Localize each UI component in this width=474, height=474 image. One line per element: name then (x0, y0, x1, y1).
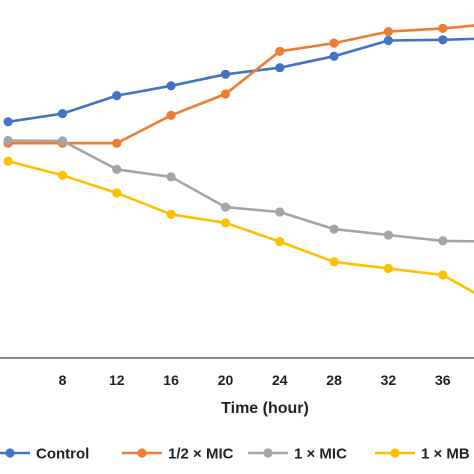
legend-swatch-marker (390, 448, 400, 458)
data-point (166, 81, 176, 91)
series-line (7, 159, 474, 295)
series-1 (3, 23, 474, 148)
data-point (112, 188, 122, 198)
data-point (220, 202, 231, 212)
legend-swatch-marker (5, 448, 15, 458)
data-point (438, 23, 448, 33)
legend-item: 1 × MB (375, 446, 470, 463)
data-point (275, 63, 285, 73)
data-point (220, 89, 231, 99)
data-point (220, 69, 231, 79)
legend-swatch-marker (263, 448, 273, 458)
legend-item: 1/2 × MIC (122, 446, 234, 463)
data-point (3, 156, 13, 166)
data-point (112, 138, 122, 148)
data-point (329, 51, 339, 61)
series-3 (3, 156, 474, 295)
data-point (220, 218, 231, 228)
data-point (166, 209, 176, 219)
series-layer (3, 23, 474, 295)
data-point (275, 237, 285, 247)
data-point (438, 236, 448, 246)
data-point (57, 136, 68, 146)
x-tick-labels: 8 12 16 20 24 28 32 36 (59, 372, 451, 388)
data-point (438, 35, 448, 45)
legend-label: 1 × MIC (294, 446, 347, 463)
data-point (275, 46, 285, 56)
x-tick-label: 16 (163, 372, 179, 388)
x-tick-label: 8 (59, 372, 67, 388)
data-point (112, 91, 122, 101)
data-point (112, 164, 122, 174)
x-tick-label: 32 (381, 372, 397, 388)
legend-item: 1 × MIC (248, 446, 347, 463)
data-point (383, 27, 393, 37)
data-point (57, 170, 68, 180)
x-tick-label: 20 (218, 372, 234, 388)
data-point (57, 109, 68, 119)
legend-label: 1/2 × MIC (168, 446, 234, 463)
x-tick-label: 12 (109, 372, 125, 388)
data-point (383, 263, 393, 274)
data-point (3, 117, 13, 127)
data-point (329, 38, 339, 48)
legend-item: Control (0, 446, 89, 463)
series-line (8, 24, 474, 145)
data-point (438, 270, 448, 280)
data-point (166, 172, 176, 182)
data-point (166, 110, 176, 120)
x-axis-title: Time (hour) (221, 400, 309, 417)
series-2 (3, 135, 474, 246)
data-point (329, 224, 339, 234)
series-line (8, 139, 474, 243)
data-point (275, 207, 285, 217)
legend-label: Control (36, 446, 89, 463)
legend-swatch-marker (137, 448, 147, 458)
x-tick-label: 36 (435, 372, 451, 388)
series-line (7, 37, 474, 124)
x-tick-label: 24 (272, 372, 288, 388)
legend: Control 1/2 × MIC 1 × MIC 1 × MB (0, 446, 470, 463)
x-tick-label: 28 (326, 372, 342, 388)
data-point (3, 135, 13, 146)
series-0 (3, 35, 474, 127)
data-point (383, 230, 393, 240)
legend-label: 1 × MB (421, 446, 470, 463)
data-point (383, 35, 393, 46)
data-point (329, 257, 339, 267)
